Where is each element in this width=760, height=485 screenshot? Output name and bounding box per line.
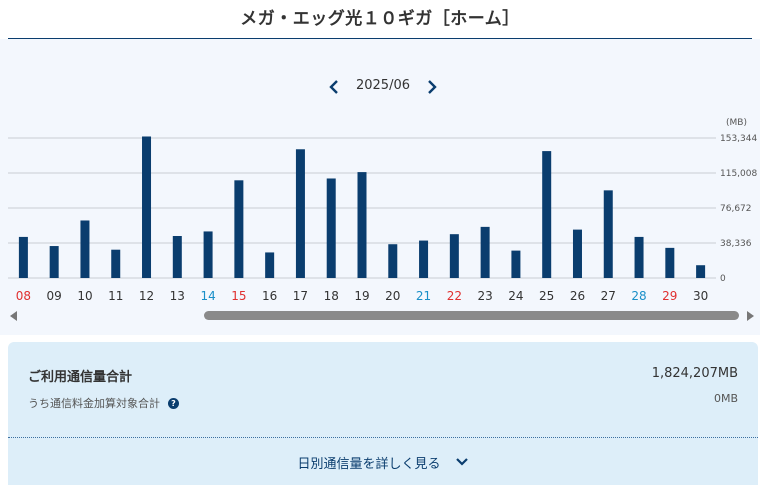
day-label: 24 [508,289,523,303]
day-label: 19 [354,289,369,303]
chevron-left-icon [329,80,338,94]
billable-usage-label-row: うち通信料金加算対象合計 ? [28,395,179,411]
day-label: 26 [570,289,585,303]
question-circle-icon[interactable]: ? [168,397,179,409]
usage-summary-panel: ご利用通信量合計 1,824,207MB うち通信料金加算対象合計 ? 0MB … [8,342,758,485]
daily-usage-detail-button[interactable]: 日別通信量を詳しく見る [8,446,758,478]
day-label: 10 [77,289,92,303]
usage-bar [634,236,644,278]
day-label: 20 [385,289,400,303]
y-tick-label: 76,672 [720,204,752,214]
y-tick-label: 153,344 [720,134,757,144]
day-label: 08 [16,289,31,303]
usage-bar [265,252,275,278]
billable-usage-value: 0MB [713,392,738,405]
usage-bar [18,236,28,278]
day-label: 25 [539,289,554,303]
daily-usage-detail-label: 日別通信量を詳しく見る [297,456,441,472]
next-month-button[interactable] [421,76,443,98]
daily-usage-bar-chart: (MB) 0 38,336 76,672 115,008 153,344 08 09 10 11 1… [8,118,757,303]
day-label: 21 [416,289,431,303]
usage-bar [542,151,552,278]
day-label: 23 [477,289,492,303]
y-tick-label: 0 [720,274,726,284]
usage-bar [295,149,305,278]
usage-bar [696,265,706,278]
usage-bar [49,246,59,278]
total-usage-value: 1,824,207MB [651,366,738,381]
y-axis-unit-label: (MB) [726,118,747,128]
page-header: メガ・エッグ光１０ギガ［ホーム］ [0,0,760,40]
usage-bar [603,190,613,278]
usage-bar [234,180,244,278]
chevron-right-icon [428,80,437,94]
day-label: 15 [231,289,246,303]
day-label: 30 [693,289,708,303]
scroll-right-arrow-icon[interactable] [747,311,754,321]
day-label: 12 [139,289,154,303]
usage-chart-panel [0,39,760,335]
y-tick-label: 38,336 [720,239,752,249]
day-label: 14 [200,289,215,303]
usage-bar [203,231,213,278]
page-title: メガ・エッグ光１０ギガ［ホーム］ [240,9,520,29]
usage-bar [388,244,398,278]
day-label: 11 [108,289,123,303]
day-label: 16 [262,289,277,303]
usage-bar [111,249,121,278]
usage-bar [80,220,90,278]
usage-bar [357,172,367,278]
previous-month-button[interactable] [323,76,345,98]
month-navigation: 2025/06 [0,76,760,98]
day-label: 18 [324,289,339,303]
usage-bar [142,136,152,278]
usage-bar [511,250,521,278]
usage-bar [572,229,582,278]
usage-bar [449,234,459,278]
billable-usage-label: うち通信料金加算対象合計 [28,397,160,410]
summary-divider [8,437,758,438]
day-label: 29 [662,289,677,303]
usage-bar [326,178,336,278]
day-label: 28 [631,289,646,303]
chevron-down-icon [455,458,468,466]
y-tick-label: 115,008 [720,169,757,179]
scrollbar-thumb[interactable] [204,311,739,320]
usage-bar [419,240,429,278]
chart-horizontal-scrollbar[interactable] [8,310,756,322]
day-label: 09 [47,289,62,303]
day-label: 22 [447,289,462,303]
header-divider [8,38,752,39]
scroll-left-arrow-icon[interactable] [10,311,17,321]
usage-bar [172,236,182,278]
total-usage-label: ご利用通信量合計 [28,370,133,385]
current-month-label: 2025/06 [355,78,410,93]
usage-bar [480,226,490,278]
day-label: 27 [601,289,616,303]
usage-bar [665,247,675,278]
day-label: 13 [170,289,185,303]
day-label: 17 [293,289,308,303]
